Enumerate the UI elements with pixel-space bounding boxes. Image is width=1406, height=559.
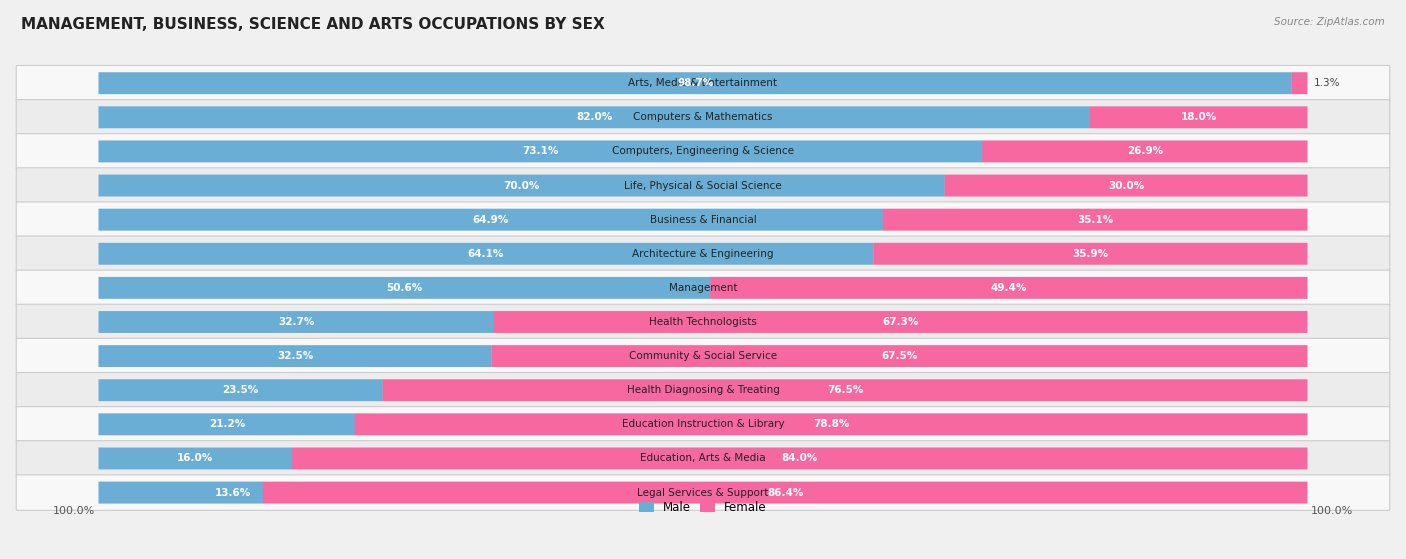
Text: 13.6%: 13.6%: [215, 487, 250, 498]
FancyBboxPatch shape: [98, 174, 945, 196]
Text: Life, Physical & Social Science: Life, Physical & Social Science: [624, 181, 782, 191]
Text: 50.6%: 50.6%: [387, 283, 423, 293]
Text: Health Technologists: Health Technologists: [650, 317, 756, 327]
FancyBboxPatch shape: [354, 414, 1308, 435]
Text: Architecture & Engineering: Architecture & Engineering: [633, 249, 773, 259]
Text: 23.5%: 23.5%: [222, 385, 259, 395]
FancyBboxPatch shape: [98, 106, 1308, 128]
FancyBboxPatch shape: [98, 72, 1292, 94]
Text: 100.0%: 100.0%: [53, 506, 96, 516]
Text: 16.0%: 16.0%: [177, 453, 214, 463]
Text: Education, Arts & Media: Education, Arts & Media: [640, 453, 766, 463]
FancyBboxPatch shape: [98, 482, 263, 504]
FancyBboxPatch shape: [17, 236, 1389, 272]
Text: 1.3%: 1.3%: [1313, 78, 1340, 88]
Text: Community & Social Service: Community & Social Service: [628, 351, 778, 361]
Text: Source: ZipAtlas.com: Source: ZipAtlas.com: [1274, 17, 1385, 27]
FancyBboxPatch shape: [17, 338, 1389, 374]
Text: 84.0%: 84.0%: [782, 453, 818, 463]
Text: 70.0%: 70.0%: [503, 181, 540, 191]
FancyBboxPatch shape: [98, 277, 1308, 299]
Text: 30.0%: 30.0%: [1108, 181, 1144, 191]
FancyBboxPatch shape: [98, 414, 356, 435]
FancyBboxPatch shape: [98, 345, 1308, 367]
Text: 26.9%: 26.9%: [1126, 146, 1163, 157]
FancyBboxPatch shape: [883, 209, 1308, 230]
Text: 73.1%: 73.1%: [522, 146, 558, 157]
FancyBboxPatch shape: [17, 475, 1389, 510]
FancyBboxPatch shape: [98, 345, 492, 367]
FancyBboxPatch shape: [98, 380, 382, 401]
Text: 18.0%: 18.0%: [1181, 112, 1216, 122]
Text: MANAGEMENT, BUSINESS, SCIENCE AND ARTS OCCUPATIONS BY SEX: MANAGEMENT, BUSINESS, SCIENCE AND ARTS O…: [21, 17, 605, 32]
FancyBboxPatch shape: [98, 380, 1308, 401]
FancyBboxPatch shape: [17, 100, 1389, 135]
FancyBboxPatch shape: [494, 311, 1308, 333]
Text: Computers, Engineering & Science: Computers, Engineering & Science: [612, 146, 794, 157]
FancyBboxPatch shape: [98, 277, 710, 299]
FancyBboxPatch shape: [98, 243, 873, 265]
Text: 67.3%: 67.3%: [883, 317, 918, 327]
Text: Business & Financial: Business & Financial: [650, 215, 756, 225]
Text: Computers & Mathematics: Computers & Mathematics: [633, 112, 773, 122]
Text: 76.5%: 76.5%: [827, 385, 863, 395]
FancyBboxPatch shape: [98, 140, 1308, 162]
FancyBboxPatch shape: [981, 140, 1308, 162]
FancyBboxPatch shape: [873, 243, 1308, 265]
FancyBboxPatch shape: [17, 202, 1389, 238]
FancyBboxPatch shape: [710, 277, 1308, 299]
Text: 100.0%: 100.0%: [1310, 506, 1353, 516]
Text: Education Instruction & Library: Education Instruction & Library: [621, 419, 785, 429]
Text: 82.0%: 82.0%: [576, 112, 613, 122]
Text: 32.5%: 32.5%: [277, 351, 314, 361]
FancyBboxPatch shape: [945, 174, 1308, 196]
FancyBboxPatch shape: [98, 209, 1308, 230]
Text: 32.7%: 32.7%: [278, 317, 315, 327]
Text: Management: Management: [669, 283, 737, 293]
FancyBboxPatch shape: [98, 311, 494, 333]
FancyBboxPatch shape: [1090, 106, 1308, 128]
FancyBboxPatch shape: [98, 243, 1308, 265]
Text: 35.9%: 35.9%: [1073, 249, 1108, 259]
FancyBboxPatch shape: [98, 311, 1308, 333]
FancyBboxPatch shape: [98, 72, 1308, 94]
Text: 67.5%: 67.5%: [882, 351, 918, 361]
FancyBboxPatch shape: [98, 209, 883, 230]
FancyBboxPatch shape: [292, 448, 1308, 470]
FancyBboxPatch shape: [17, 168, 1389, 203]
FancyBboxPatch shape: [98, 174, 1308, 196]
Text: 21.2%: 21.2%: [208, 419, 245, 429]
Legend: Male, Female: Male, Female: [634, 496, 772, 519]
FancyBboxPatch shape: [17, 372, 1389, 408]
FancyBboxPatch shape: [98, 448, 1308, 470]
FancyBboxPatch shape: [1292, 72, 1308, 94]
Text: 86.4%: 86.4%: [768, 487, 803, 498]
FancyBboxPatch shape: [17, 440, 1389, 476]
FancyBboxPatch shape: [98, 414, 1308, 435]
FancyBboxPatch shape: [98, 482, 1308, 504]
Text: Legal Services & Support: Legal Services & Support: [637, 487, 769, 498]
FancyBboxPatch shape: [17, 304, 1389, 340]
FancyBboxPatch shape: [17, 65, 1389, 101]
Text: 35.1%: 35.1%: [1077, 215, 1114, 225]
Text: Health Diagnosing & Treating: Health Diagnosing & Treating: [627, 385, 779, 395]
Text: 98.7%: 98.7%: [678, 78, 713, 88]
FancyBboxPatch shape: [17, 406, 1389, 442]
FancyBboxPatch shape: [98, 140, 983, 162]
FancyBboxPatch shape: [98, 106, 1090, 128]
Text: 78.8%: 78.8%: [813, 419, 849, 429]
FancyBboxPatch shape: [17, 270, 1389, 306]
Text: 64.1%: 64.1%: [468, 249, 505, 259]
Text: 49.4%: 49.4%: [991, 283, 1026, 293]
Text: Arts, Media & Entertainment: Arts, Media & Entertainment: [628, 78, 778, 88]
Text: 64.9%: 64.9%: [472, 215, 509, 225]
FancyBboxPatch shape: [491, 345, 1308, 367]
FancyBboxPatch shape: [263, 482, 1308, 504]
FancyBboxPatch shape: [98, 448, 292, 470]
FancyBboxPatch shape: [382, 380, 1308, 401]
FancyBboxPatch shape: [17, 134, 1389, 169]
